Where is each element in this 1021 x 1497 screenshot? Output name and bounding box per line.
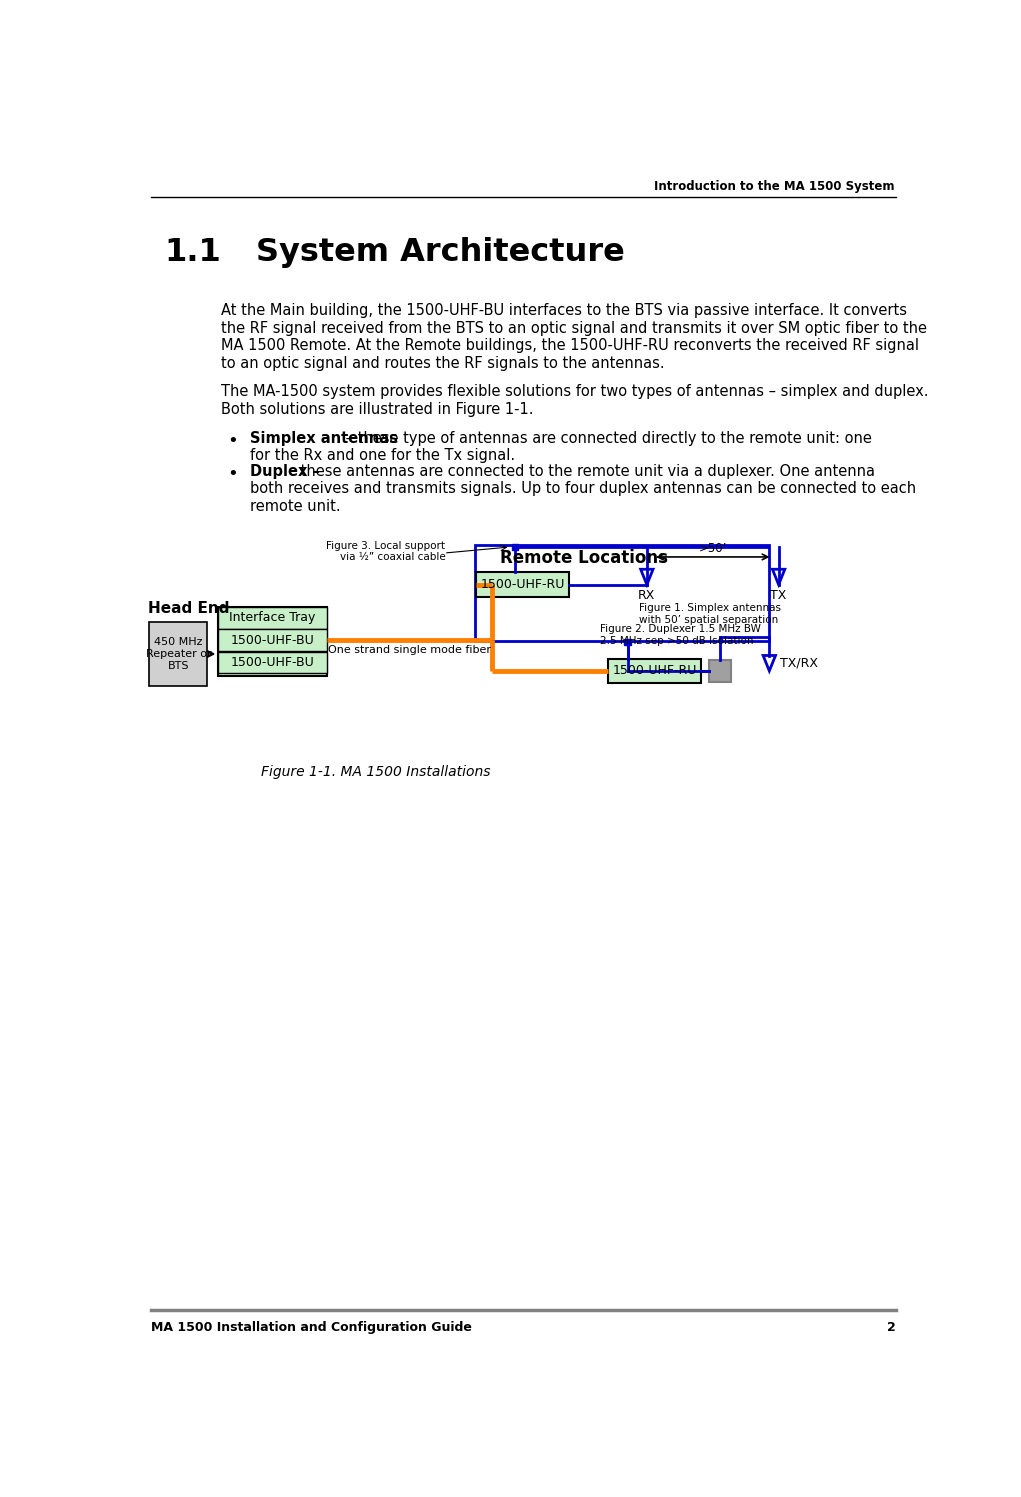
Text: •: • bbox=[227, 433, 238, 451]
FancyBboxPatch shape bbox=[512, 543, 519, 549]
Text: the RF signal received from the BTS to an optic signal and transmits it over SM : the RF signal received from the BTS to a… bbox=[221, 320, 927, 335]
Text: 1500-UHF-RU: 1500-UHF-RU bbox=[613, 665, 696, 678]
FancyBboxPatch shape bbox=[625, 639, 631, 645]
FancyBboxPatch shape bbox=[218, 606, 327, 677]
FancyBboxPatch shape bbox=[218, 606, 327, 629]
Text: Duplex –: Duplex – bbox=[250, 464, 320, 479]
Text: for the Rx and one for the Tx signal.: for the Rx and one for the Tx signal. bbox=[250, 449, 516, 464]
FancyBboxPatch shape bbox=[218, 651, 327, 674]
FancyBboxPatch shape bbox=[709, 660, 731, 681]
Text: At the Main building, the 1500-UHF-BU interfaces to the BTS via passive interfac: At the Main building, the 1500-UHF-BU in… bbox=[221, 302, 907, 317]
Text: Figure 2. Duplexer 1.5 MHz BW
2.5 MHz sep >50 dB Isolation: Figure 2. Duplexer 1.5 MHz BW 2.5 MHz se… bbox=[600, 624, 762, 645]
FancyBboxPatch shape bbox=[149, 623, 207, 686]
FancyBboxPatch shape bbox=[609, 659, 701, 683]
Text: Both solutions are illustrated in Figure 1-1.: Both solutions are illustrated in Figure… bbox=[221, 403, 533, 418]
Text: 2: 2 bbox=[887, 1320, 895, 1334]
Text: 1500-UHF-BU: 1500-UHF-BU bbox=[231, 633, 314, 647]
Text: TX/RX: TX/RX bbox=[780, 657, 818, 669]
Text: 1500-UHF-RU: 1500-UHF-RU bbox=[481, 578, 565, 591]
Text: Remote Locations: Remote Locations bbox=[499, 549, 668, 567]
Text: remote unit.: remote unit. bbox=[250, 499, 341, 513]
Text: 450 MHz
Repeater or
BTS: 450 MHz Repeater or BTS bbox=[146, 638, 211, 671]
Text: Simplex antennas: Simplex antennas bbox=[250, 431, 398, 446]
Text: Interface Tray: Interface Tray bbox=[230, 611, 315, 624]
Text: MA 1500 Remote. At the Remote buildings, the 1500-UHF-RU reconverts the received: MA 1500 Remote. At the Remote buildings,… bbox=[221, 338, 919, 353]
Text: Figure 3. Local support
via ½” coaxial cable: Figure 3. Local support via ½” coaxial c… bbox=[327, 540, 445, 563]
Text: MA 1500 Installation and Configuration Guide: MA 1500 Installation and Configuration G… bbox=[151, 1320, 472, 1334]
Text: Head End: Head End bbox=[148, 600, 230, 615]
Text: 1500-UHF-BU: 1500-UHF-BU bbox=[231, 656, 314, 669]
Text: System Architecture: System Architecture bbox=[255, 238, 624, 268]
Text: •: • bbox=[227, 466, 238, 484]
Text: Figure 1. Simplex antennas
with 50’ spatial separation: Figure 1. Simplex antennas with 50’ spat… bbox=[639, 603, 781, 624]
Text: >50’: >50’ bbox=[698, 542, 727, 555]
Text: Figure 1-1. MA 1500 Installations: Figure 1-1. MA 1500 Installations bbox=[261, 765, 490, 778]
Text: 1.1: 1.1 bbox=[164, 238, 222, 268]
Text: The MA-1500 system provides flexible solutions for two types of antennas – simpl: The MA-1500 system provides flexible sol… bbox=[221, 385, 928, 400]
FancyBboxPatch shape bbox=[477, 572, 570, 597]
Text: both receives and transmits signals. Up to four duplex antennas can be connected: both receives and transmits signals. Up … bbox=[250, 482, 916, 497]
Text: Introduction to the MA 1500 System: Introduction to the MA 1500 System bbox=[653, 180, 894, 193]
Text: to an optic signal and routes the RF signals to the antennas.: to an optic signal and routes the RF sig… bbox=[221, 356, 665, 371]
FancyBboxPatch shape bbox=[218, 629, 327, 651]
Text: TX: TX bbox=[771, 590, 787, 602]
Text: One strand single mode fiber: One strand single mode fiber bbox=[328, 645, 491, 654]
Text: – these type of antennas are connected directly to the remote unit: one: – these type of antennas are connected d… bbox=[341, 431, 872, 446]
Text: these antennas are connected to the remote unit via a duplexer. One antenna: these antennas are connected to the remo… bbox=[296, 464, 875, 479]
Text: RX: RX bbox=[638, 590, 655, 602]
